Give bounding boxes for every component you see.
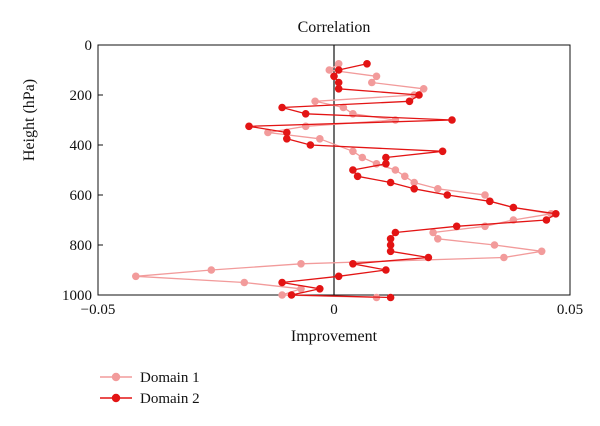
data-point-domain-2 xyxy=(382,153,390,162)
data-point-domain-1 xyxy=(297,260,305,268)
data-point-domain-2 xyxy=(386,241,395,249)
series-domain-1 xyxy=(132,60,555,302)
data-point-domain-2 xyxy=(278,278,286,287)
data-point-domain-1 xyxy=(358,153,367,162)
data-point-domain-2 xyxy=(415,91,423,99)
y-tick-label: 400 xyxy=(70,138,93,154)
x-axis-label: Improvement xyxy=(291,328,378,345)
y-tick-label: 800 xyxy=(70,238,93,254)
data-point-domain-1 xyxy=(481,191,489,199)
legend-label-domain-1: Domain 1 xyxy=(140,370,200,386)
data-point-domain-2 xyxy=(306,141,315,149)
data-point-domain-1 xyxy=(372,72,381,81)
legend-marker-domain-1 xyxy=(111,372,121,382)
y-tick-label: 200 xyxy=(70,88,93,104)
data-point-domain-2 xyxy=(509,203,518,212)
legend-marker-domain-2 xyxy=(111,393,121,403)
series-layer xyxy=(132,60,560,302)
data-point-domain-2 xyxy=(486,197,494,206)
chart-title: Correlation xyxy=(298,19,371,36)
data-point-domain-1 xyxy=(339,103,348,112)
data-point-domain-1 xyxy=(490,241,499,249)
data-point-domain-1 xyxy=(297,285,305,293)
data-point-domain-1 xyxy=(325,66,334,74)
data-point-domain-1 xyxy=(429,228,437,237)
data-point-domain-2 xyxy=(386,235,395,243)
series-domain-2 xyxy=(245,60,560,302)
data-point-domain-1 xyxy=(410,178,419,187)
data-point-domain-1 xyxy=(500,253,508,262)
series-line-domain-1 xyxy=(135,63,552,299)
data-point-domain-1 xyxy=(301,122,310,131)
data-point-domain-2 xyxy=(405,97,414,106)
y-tick-label: 1000 xyxy=(62,288,92,304)
data-point-domain-1 xyxy=(537,247,546,256)
data-point-domain-1 xyxy=(316,135,324,143)
data-point-domain-2 xyxy=(424,253,433,262)
data-point-domain-2 xyxy=(349,166,357,174)
data-point-domain-2 xyxy=(410,185,419,193)
data-point-domain-2 xyxy=(353,172,362,181)
x-axis-ticks: −0.05 0 0.05 xyxy=(81,290,583,318)
data-point-domain-1 xyxy=(240,278,249,287)
data-point-domain-2 xyxy=(382,266,390,274)
data-point-domain-2 xyxy=(245,122,253,131)
data-point-domain-1 xyxy=(391,166,400,174)
data-point-domain-2 xyxy=(287,291,296,299)
data-point-domain-2 xyxy=(386,247,395,256)
data-point-domain-2 xyxy=(334,272,343,281)
data-point-domain-2 xyxy=(301,110,310,118)
legend: Domain 1 Domain 2 xyxy=(100,370,200,407)
data-point-domain-1 xyxy=(207,266,216,274)
data-point-domain-2 xyxy=(278,103,286,112)
y-axis-ticks: 0 200 400 600 800 1000 xyxy=(62,38,103,304)
data-point-domain-2 xyxy=(452,222,461,231)
data-point-domain-2 xyxy=(334,66,343,74)
data-point-domain-2 xyxy=(316,285,324,293)
data-point-domain-2 xyxy=(349,260,357,268)
series-line-domain-2 xyxy=(248,63,557,299)
data-point-domain-2 xyxy=(386,293,395,302)
data-point-domain-2 xyxy=(330,72,338,81)
data-point-domain-2 xyxy=(283,135,291,143)
x-tick-label: 0 xyxy=(330,302,338,318)
x-tick-label: −0.05 xyxy=(81,302,116,318)
data-point-domain-1 xyxy=(401,172,409,181)
data-point-domain-2 xyxy=(283,128,291,137)
data-point-domain-2 xyxy=(542,216,551,224)
data-point-domain-2 xyxy=(386,178,395,187)
data-point-domain-1 xyxy=(278,291,286,299)
data-point-domain-1 xyxy=(434,185,442,193)
data-point-domain-2 xyxy=(391,228,400,237)
data-point-domain-1 xyxy=(334,60,343,68)
y-tick-label: 0 xyxy=(85,38,93,54)
data-point-domain-2 xyxy=(438,147,447,156)
data-point-domain-1 xyxy=(349,147,357,156)
x-tick-label: 0.05 xyxy=(557,302,583,318)
data-point-domain-1 xyxy=(311,97,319,106)
legend-label-domain-2: Domain 2 xyxy=(140,391,200,407)
y-axis-label: Height (hPa) xyxy=(21,79,38,161)
legend-item-domain-2: Domain 2 xyxy=(100,391,200,407)
y-tick-label: 600 xyxy=(70,188,93,204)
data-point-domain-2 xyxy=(382,160,390,168)
data-point-domain-2 xyxy=(448,116,456,124)
legend-item-domain-1: Domain 1 xyxy=(100,370,200,386)
data-point-domain-1 xyxy=(264,128,272,137)
data-point-domain-2 xyxy=(363,60,371,68)
data-point-domain-2 xyxy=(443,191,452,199)
data-point-domain-1 xyxy=(132,272,140,281)
data-point-domain-1 xyxy=(434,235,442,243)
data-point-domain-1 xyxy=(368,78,376,87)
data-point-domain-1 xyxy=(419,85,428,93)
data-point-domain-2 xyxy=(334,85,343,93)
data-point-domain-2 xyxy=(334,78,343,87)
data-point-domain-2 xyxy=(552,210,560,218)
